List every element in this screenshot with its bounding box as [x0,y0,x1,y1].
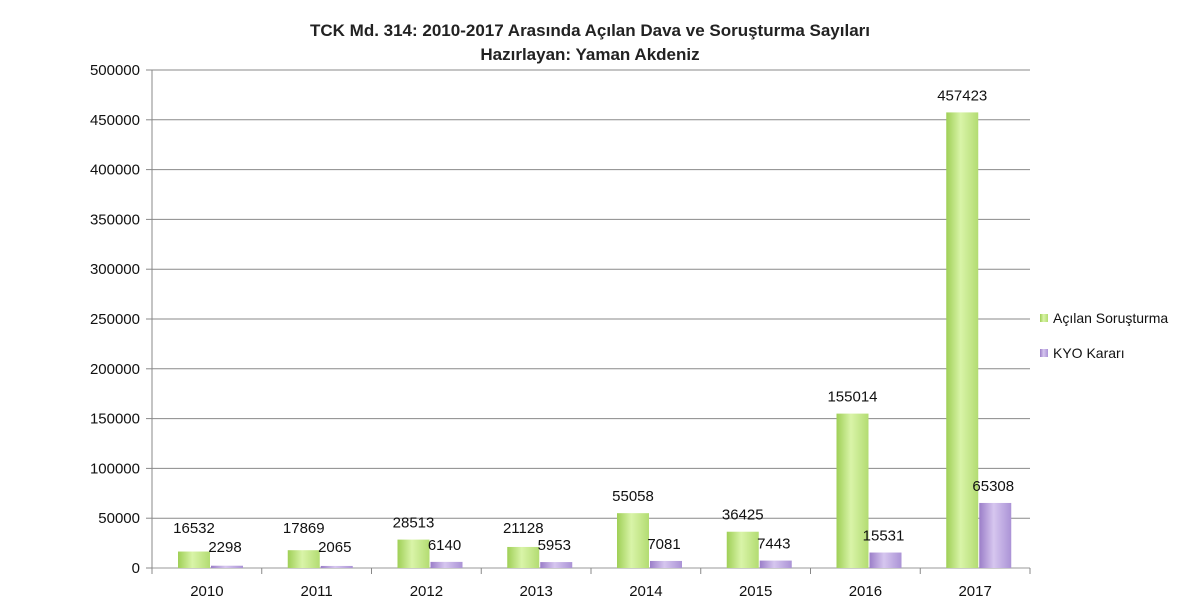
data-label: 2298 [208,539,241,556]
x-category-label: 2010 [190,583,223,600]
bar-kyo-karari [211,565,243,568]
y-tick-label: 150000 [90,411,140,428]
y-tick-label: 450000 [90,112,140,129]
bar-acilan-sorusturma [397,539,430,568]
bar-kyo-karari [650,560,682,568]
data-label: 7443 [757,536,790,553]
x-category-label: 2013 [519,583,552,600]
data-label: 5953 [538,537,571,554]
y-tick-label: 300000 [90,261,140,278]
data-label: 6140 [428,537,461,554]
legend-swatch-acilan-sorusturma [1040,314,1048,322]
bar-acilan-sorusturma [946,112,979,569]
chart-title: TCK Md. 314: 2010-2017 Arasında Açılan D… [310,21,870,40]
bars [178,112,1012,569]
bar-acilan-sorusturma [507,546,540,568]
x-category-label: 2014 [629,583,662,600]
y-tick-label: 200000 [90,361,140,378]
x-category-label: 2011 [300,583,332,600]
y-tick-label: 0 [132,560,140,577]
data-label: 16532 [173,520,215,537]
y-axis-ticks: 0 50000 100000 150000 200000 250000 300000 3500… [90,62,152,577]
bar-acilan-sorusturma [178,551,210,568]
x-category-label: 2012 [410,583,443,600]
bar-kyo-karari [430,561,463,568]
bar-kyo-karari [320,565,353,568]
y-tick-label: 350000 [90,211,140,228]
x-category-label: 2017 [958,583,991,600]
legend-swatch-kyo-karari [1040,349,1048,357]
legend-label-kyo-karari: KYO Kararı [1053,345,1125,361]
bar-acilan-sorusturma [287,550,320,568]
data-label: 7081 [647,536,680,553]
chart-subtitle: Hazırlayan: Yaman Akdeniz [480,45,699,64]
data-label: 55058 [612,488,654,505]
bar-kyo-karari [759,560,792,568]
legend: Açılan Soruşturma KYO Kararı [1040,310,1168,361]
x-category-label: 2015 [739,583,772,600]
y-tick-label: 250000 [90,311,140,328]
bar-acilan-sorusturma [726,531,759,568]
data-label: 2065 [318,539,351,556]
y-tick-label: 500000 [90,62,140,79]
data-label: 36425 [722,507,764,524]
data-label: 15531 [863,528,905,545]
data-label: 17869 [283,520,325,537]
y-tick-label: 400000 [90,162,140,179]
data-label: 65308 [972,478,1014,495]
bar-kyo-karari [979,502,1012,568]
y-tick-label: 100000 [90,460,140,477]
bar-acilan-sorusturma [836,413,869,568]
x-axis-categories: 2010 2011 2012 2013 2014 2015 2016 2017 [151,568,1031,600]
data-label: 21128 [503,520,544,537]
data-label: 457423 [937,87,987,104]
bar-acilan-sorusturma [617,513,649,568]
y-tick-label: 50000 [98,510,140,527]
data-label: 155014 [827,389,877,406]
bar-kyo-karari [869,552,902,568]
data-label: 28513 [393,515,435,532]
legend-label-acilan-sorusturma: Açılan Soruşturma [1053,310,1168,326]
x-category-label: 2016 [849,583,882,600]
gridlines [151,69,1030,569]
bar-kyo-karari [540,562,573,568]
